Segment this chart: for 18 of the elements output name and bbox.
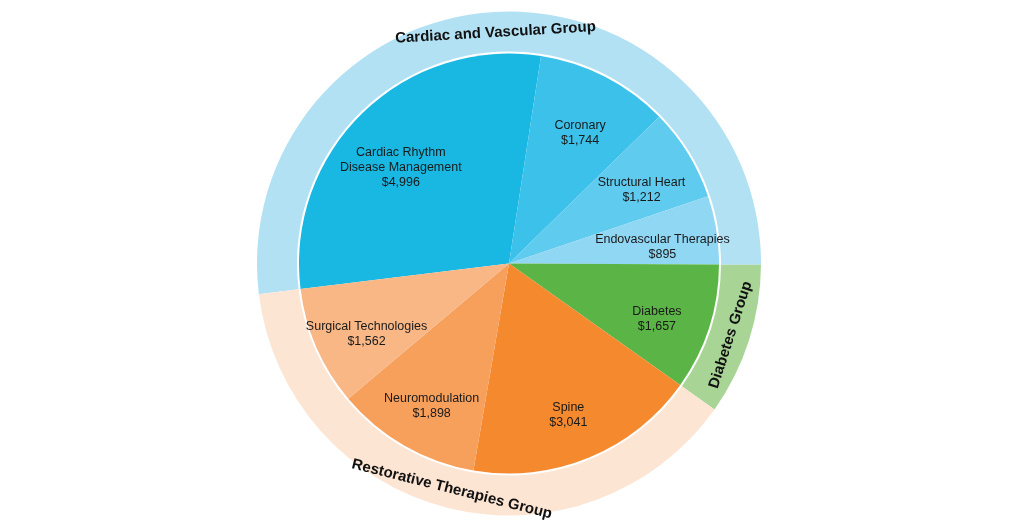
data-label: $1,212	[622, 190, 661, 205]
slice-label: Spine	[552, 400, 585, 415]
slice-label: Structural Heart	[597, 175, 686, 190]
data-label: $1,744	[560, 133, 600, 148]
slice-label: Coronary	[554, 118, 607, 133]
slice-label: Neuromodulation	[384, 391, 480, 406]
slice-label: Cardiac and Vascular Group	[394, 17, 597, 46]
pie-slice	[299, 53, 542, 290]
slice-label: Diabetes	[632, 304, 682, 319]
data-label: $895	[648, 246, 677, 261]
data-label: $3,041	[549, 415, 588, 430]
data-label: $4,996	[381, 174, 420, 189]
slice-label: Endovascular Therapies	[595, 231, 730, 246]
slice-label: Surgical Technologies	[305, 318, 428, 333]
data-label: $1,898	[412, 406, 451, 421]
slice-label: Cardiac Rhythm Disease Management	[340, 144, 463, 174]
data-label: $1,657	[637, 319, 677, 334]
data-label: $1,562	[347, 333, 386, 348]
